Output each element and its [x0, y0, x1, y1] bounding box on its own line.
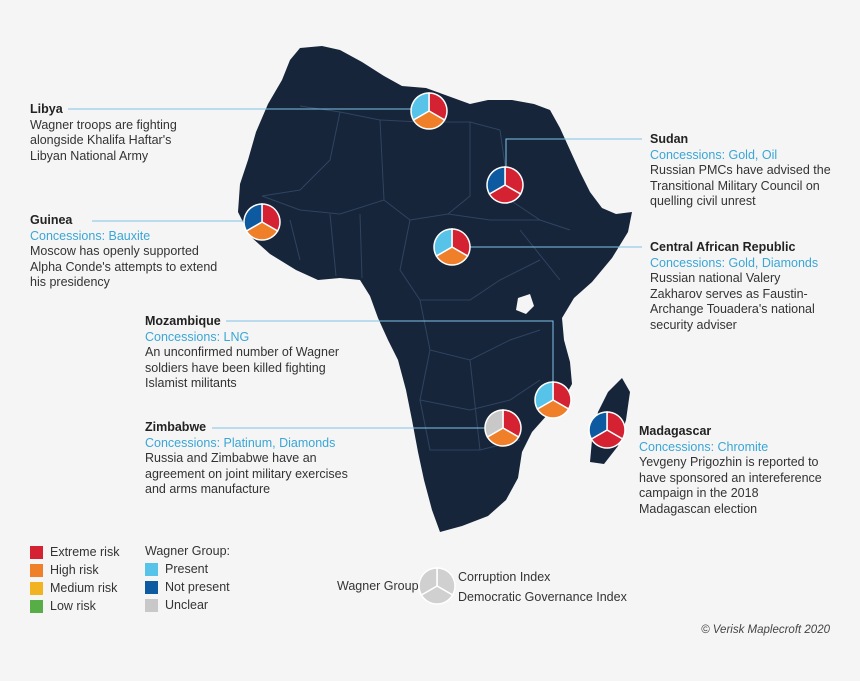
pie-governance-slice: [245, 221, 279, 241]
wagner-legend: Wagner Group: Present Not present Unclea…: [145, 542, 230, 614]
pie-car: [433, 228, 471, 266]
legend-item: Present: [145, 560, 230, 578]
country-concessions: Concessions: LNG: [145, 329, 250, 344]
pie-mozambique: [534, 381, 572, 419]
country-borders: [261, 105, 571, 451]
legend-item: Unclear: [145, 596, 230, 614]
country-name: Mozambique: [145, 314, 221, 328]
legend-label: Unclear: [165, 598, 209, 612]
legend-item: Not present: [145, 578, 230, 596]
key-governance-slice: [420, 585, 454, 605]
africa-landmass: [238, 46, 632, 532]
pie-governance-slice: [488, 184, 522, 204]
pie-libya: [410, 92, 448, 130]
pie-group: [243, 92, 626, 449]
label-libya: Libya Wagner troops are fighting alongsi…: [30, 102, 270, 164]
key-pie: [418, 567, 456, 605]
country-name: Libya: [30, 102, 63, 116]
pie-wagner-slice: [433, 228, 453, 258]
swatch: [30, 563, 43, 577]
country-description: Wagner troops are fighting alongside Kha…: [30, 117, 177, 163]
credit: © Verisk Maplecroft 2020: [701, 624, 830, 636]
label-madagascar: Madagascar Concessions: Chromite Yevgeny…: [639, 424, 824, 517]
country-concessions: Concessions: Bauxite: [30, 228, 151, 243]
country-description: Russian PMCs have advised the Transition…: [650, 163, 831, 208]
label-guinea: Guinea Concessions: Bauxite Moscow has o…: [30, 213, 230, 291]
country-name: Madagascar: [639, 424, 712, 438]
country-description: Yevgeny Prigozhin is reported to have sp…: [639, 455, 822, 516]
pie-zimbabwe: [484, 409, 522, 447]
country-concessions: Concessions: Platinum, Diamonds: [145, 435, 336, 450]
key-governance-label: Democratic Governance Index: [458, 590, 627, 604]
country-description: Russia and Zimbabwe have an agreement on…: [145, 451, 348, 496]
legend-label: Medium risk: [50, 581, 118, 595]
legend-title: Wagner Group:: [145, 544, 230, 558]
swatch: [30, 581, 43, 595]
pie-sudan: [486, 166, 524, 204]
label-zimbabwe: Zimbabwe Concessions: Platinum, Diamonds…: [145, 420, 365, 498]
legend-item: Low risk: [30, 597, 119, 615]
label-car: Central African Republic Concessions: Go…: [650, 240, 835, 333]
swatch: [30, 599, 43, 613]
country-concessions: Concessions: Gold, Diamonds: [650, 255, 819, 270]
pie-governance-slice: [435, 246, 469, 266]
label-mozambique: Mozambique Concessions: LNG An unconfirm…: [145, 314, 345, 392]
country-name: Central African Republic: [650, 240, 796, 254]
legend-label: High risk: [50, 563, 99, 577]
legend-item: Medium risk: [30, 579, 119, 597]
country-name: Guinea: [30, 213, 73, 227]
key-corruption-label: Corruption Index: [458, 570, 551, 584]
country-concessions: Concessions: Chromite: [639, 439, 769, 454]
swatch: [145, 562, 158, 576]
swatch: [145, 598, 158, 612]
swatch: [145, 580, 158, 594]
swatch: [30, 545, 43, 559]
pie-governance-slice: [486, 427, 520, 447]
pie-governance-slice: [536, 399, 570, 419]
key-wagner-slice: [418, 567, 438, 597]
legend-item: Extreme risk: [30, 543, 119, 561]
country-name: Zimbabwe: [145, 420, 207, 434]
lake-victoria: [516, 294, 534, 314]
country-name: Sudan: [650, 132, 689, 146]
legend-label: Extreme risk: [50, 545, 120, 559]
pie-wagner-slice: [588, 411, 608, 441]
pie-wagner-slice: [410, 92, 430, 122]
pie-wagner-slice: [534, 381, 554, 411]
country-description: An unconfirmed number of Wagner soldiers…: [145, 345, 340, 390]
legend-label: Present: [165, 562, 209, 576]
legend-item: High risk: [30, 561, 119, 579]
pie-madagascar: [588, 411, 626, 449]
legend-label: Not present: [165, 580, 230, 594]
label-sudan: Sudan Concessions: Gold, Oil Russian PMC…: [650, 132, 840, 210]
key-wagner-label: Wagner Group: [337, 579, 419, 593]
country-description: Russian national Valery Zakharov serves …: [650, 271, 815, 332]
pie-wagner-slice: [484, 409, 504, 439]
legend-label: Low risk: [50, 599, 96, 613]
pie-wagner-slice: [243, 203, 263, 233]
pie-guinea: [243, 203, 281, 241]
country-concessions: Concessions: Gold, Oil: [650, 147, 778, 162]
risk-legend: Extreme risk High risk Medium risk Low r…: [30, 543, 119, 615]
country-description: Moscow has openly supported Alpha Conde'…: [30, 244, 218, 289]
pie-governance-slice: [590, 429, 624, 449]
pie-governance-slice: [412, 110, 446, 130]
pie-wagner-slice: [486, 166, 506, 196]
